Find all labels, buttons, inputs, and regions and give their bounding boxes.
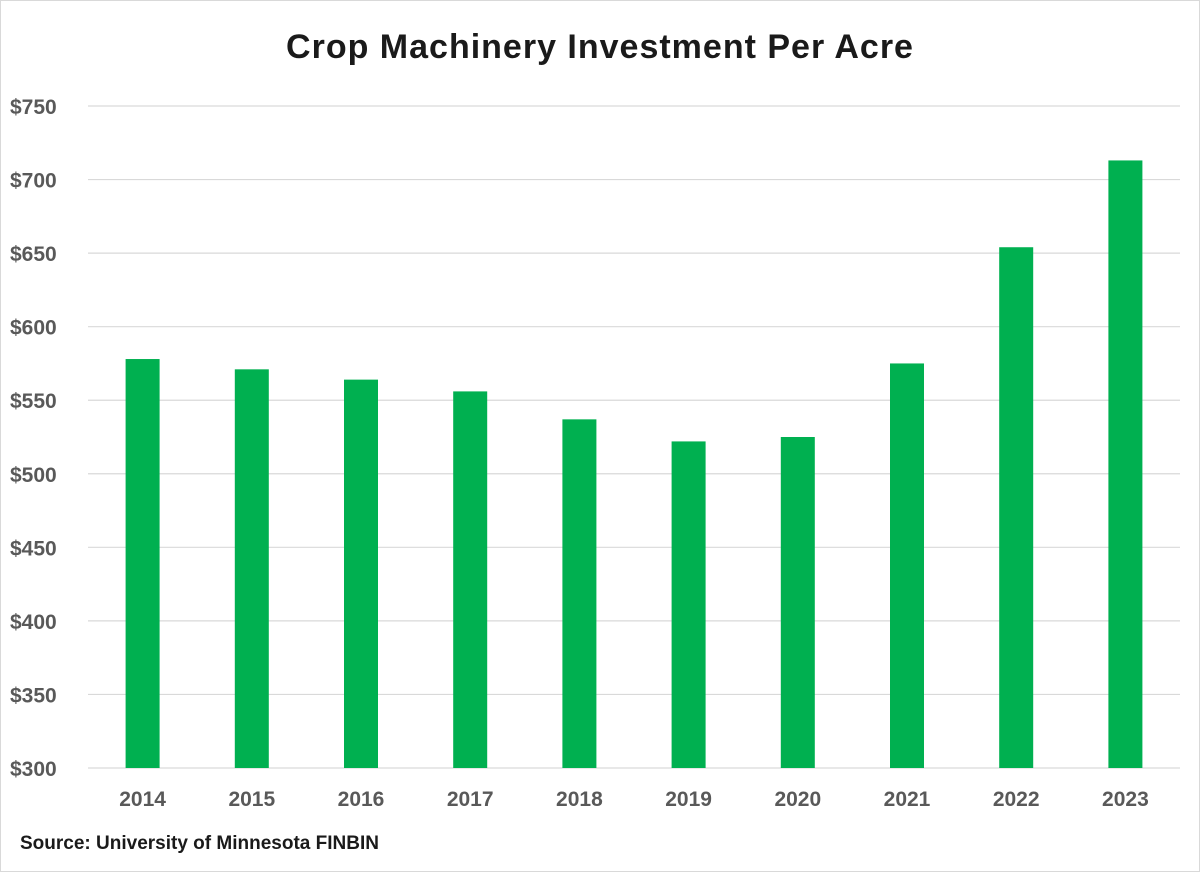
- x-tick-label: 2022: [993, 788, 1040, 811]
- x-tick-label: 2021: [884, 788, 931, 811]
- source-note: Source: University of Minnesota FINBIN: [20, 833, 379, 854]
- y-tick-label: $400: [10, 611, 57, 634]
- y-tick-label: $750: [10, 96, 57, 119]
- bars: [125, 160, 1143, 769]
- bar-2020: [780, 437, 815, 768]
- x-tick-label: 2014: [119, 788, 166, 811]
- x-tick-label: 2017: [447, 788, 494, 811]
- y-axis-ticks: $300 $350 $400 $450 $500 $550 $600 $650 $700 $750: [10, 96, 57, 781]
- y-tick-label: $700: [10, 170, 57, 193]
- bar-2019: [671, 441, 706, 768]
- x-tick-label: 2016: [338, 788, 385, 811]
- x-tick-label: 2023: [1102, 788, 1149, 811]
- x-axis-ticks: 2014 2015 2016 2017 2018 2019 2020 2021 2022 2023: [119, 788, 1149, 811]
- y-tick-label: $600: [10, 317, 57, 340]
- y-tick-label: $650: [10, 243, 57, 266]
- x-tick-label: 2020: [774, 788, 821, 811]
- gridlines: [88, 105, 1180, 769]
- x-tick-label: 2018: [556, 788, 603, 811]
- bar-2017: [453, 391, 488, 768]
- x-tick-label: 2019: [665, 788, 712, 811]
- y-tick-label: $500: [10, 464, 57, 487]
- bar-2023: [1108, 160, 1143, 769]
- y-tick-label: $300: [10, 758, 57, 781]
- chart-title: Crop Machinery Investment Per Acre: [286, 28, 914, 66]
- bar-2016: [344, 379, 378, 768]
- y-tick-label: $550: [10, 390, 57, 413]
- y-tick-label: $450: [10, 537, 57, 560]
- bar-2014: [125, 359, 160, 768]
- bar-2022: [999, 247, 1034, 768]
- y-tick-label: $350: [10, 684, 57, 707]
- bar-2018: [562, 419, 597, 768]
- bar-2021: [890, 363, 924, 768]
- x-tick-label: 2015: [228, 788, 275, 811]
- bar-2015: [234, 369, 269, 768]
